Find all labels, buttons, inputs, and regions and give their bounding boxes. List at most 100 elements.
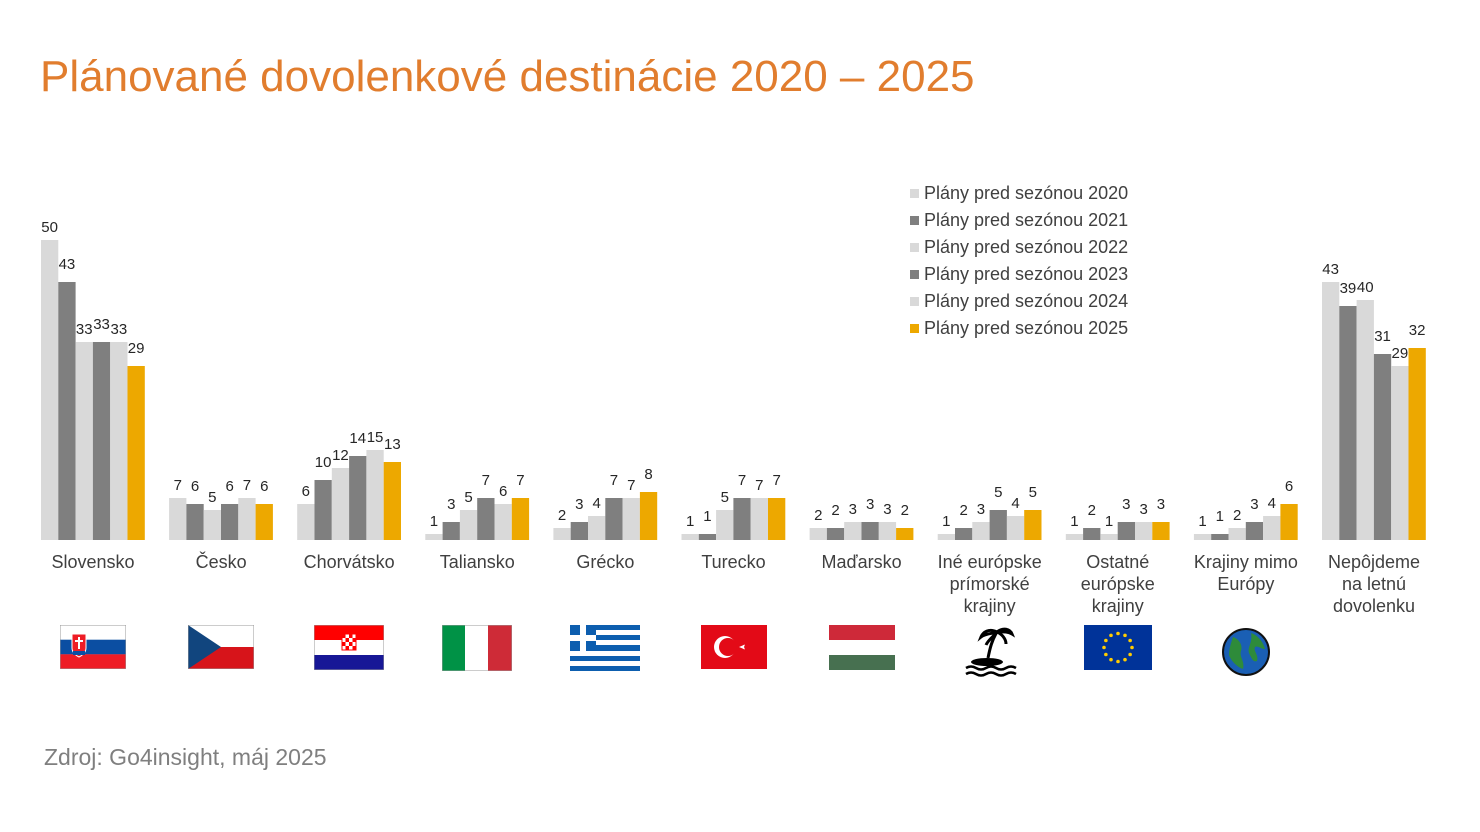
data-label: 2 [558,507,566,524]
bar [58,282,76,540]
bar [1373,354,1392,540]
legend-item: Plány pred sezónou 2022 [910,234,1128,261]
bar [955,528,973,540]
flag-greece-icon [570,625,641,676]
data-label: 50 [41,219,58,236]
bar [511,498,530,540]
data-label: 3 [447,496,455,513]
data-label: 5 [464,489,472,506]
bar [1245,522,1264,540]
bar [844,522,862,540]
data-label: 33 [93,316,110,333]
legend-item: Plány pred sezónou 2024 [910,288,1128,315]
bar [1228,528,1246,540]
bar [1135,522,1153,540]
data-label: 8 [644,466,652,483]
data-label: 3 [849,501,857,518]
data-label: 7 [610,472,618,489]
bar [459,510,478,540]
bar [937,534,955,540]
bar [314,480,332,540]
bar [186,504,204,540]
bar [110,342,128,540]
data-label: 1 [1105,513,1113,530]
bar [1006,516,1025,540]
data-label: 3 [1250,496,1258,513]
data-label: 43 [59,256,76,273]
data-label: 2 [1088,502,1096,519]
category-label: Turecko [701,552,766,572]
data-label: 5 [1029,484,1037,501]
data-label: 2 [901,502,909,519]
bar [1117,522,1135,540]
data-label: 1 [1216,508,1224,525]
data-label: 1 [703,508,711,525]
bar [442,522,460,540]
globe-icon [1221,627,1271,682]
legend-swatch [910,243,919,252]
bar [1083,528,1101,540]
bar [750,498,768,540]
bar [349,456,367,540]
data-label: 12 [332,447,349,464]
data-label: 1 [430,513,438,530]
category-label: Krajiny mimo Európy [1193,552,1298,594]
legend-label: Plány pred sezónou 2020 [924,183,1129,203]
data-label: 29 [1392,345,1409,362]
data-label: 7 [243,477,251,494]
data-label: 5 [994,484,1002,501]
bar [972,522,990,540]
bar [1211,534,1229,540]
legend-label: Plány pred sezónou 2023 [924,264,1129,284]
bar [639,492,658,540]
palm-island-icon [962,624,1018,683]
data-label: 3 [1139,501,1147,518]
data-label: 29 [128,340,145,357]
bar [494,504,512,540]
legend: Plány pred sezónou 2020 Plány pred sezóno… [910,180,1128,342]
data-label: 2 [1233,507,1241,524]
data-label: 7 [738,472,746,489]
legend-item: Plány pred sezónou 2025 [910,315,1128,342]
bar [1152,522,1170,540]
bar [826,528,845,540]
legend-swatch [910,189,919,198]
bar [878,522,897,540]
bar [75,342,93,540]
category-label: Taliansko [439,552,515,572]
data-label: 2 [959,502,967,519]
bar [896,528,914,540]
bar [1065,534,1084,540]
data-label: 3 [1157,496,1165,513]
bar [366,450,384,540]
bar [41,240,59,540]
data-label: 7 [482,472,490,489]
bar [1322,282,1340,540]
bar [297,504,315,540]
bar [477,498,495,540]
bar [169,498,187,540]
flag-croatia-icon [313,624,385,675]
data-label: 2 [831,502,839,519]
data-label: 4 [592,495,600,512]
data-label: 33 [111,321,128,338]
bar [203,510,221,540]
data-label: 2 [814,507,822,524]
data-label: 7 [772,472,780,489]
data-label: 5 [721,489,729,506]
bar [1391,366,1409,540]
data-label: 7 [516,472,524,489]
bar [255,504,273,540]
data-label: 4 [1268,495,1276,512]
bar [861,522,879,540]
category-label: Nepôjdeme na letnú dovolenku [1327,552,1421,616]
bar [989,510,1007,540]
legend-swatch [910,216,919,225]
flag-turkey-icon [700,625,767,674]
category-label: Slovensko [51,552,135,572]
bar [605,498,623,540]
legend-swatch [910,324,919,333]
data-label: 6 [499,483,507,500]
bar [1024,510,1042,540]
